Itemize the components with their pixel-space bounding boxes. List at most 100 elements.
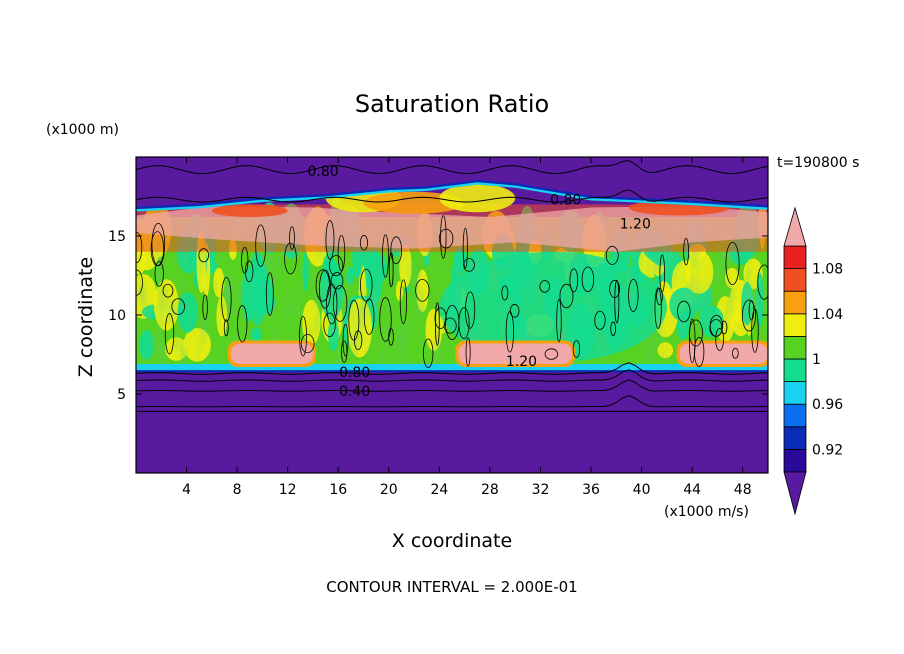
- x-axis-ticks: 4 8 12 16 20 24 28 32 36 40 44 48: [182, 157, 752, 498]
- x-unit-label: (x1000 m/s): [664, 504, 749, 520]
- contour-cell: [628, 278, 639, 312]
- contour-cell: [359, 268, 373, 302]
- contour-cell: [581, 266, 595, 293]
- contour-cell: [572, 340, 581, 358]
- contour-cell: [202, 294, 208, 320]
- x-tick-label: 28: [481, 482, 499, 498]
- contour-cell: [677, 300, 691, 323]
- colorbar-segment: [783, 335, 807, 360]
- contour-label: 0.80: [550, 193, 581, 209]
- contour-cell: [326, 283, 338, 325]
- contour-cell: [415, 278, 430, 302]
- contour-cell: [353, 330, 363, 351]
- contour-cell: [741, 299, 756, 332]
- contour-cell: [757, 264, 768, 300]
- field-lower-dry: [136, 370, 768, 473]
- contour-cell: [255, 224, 267, 267]
- contour-cell: [328, 255, 344, 277]
- contour-cell: [289, 226, 295, 250]
- contour-label: 0.40: [339, 384, 370, 400]
- colorbar-segment: [783, 426, 807, 450]
- contour-cell: [315, 269, 330, 302]
- contour-line-lower: [136, 395, 768, 408]
- contour-cell: [221, 277, 232, 322]
- contour-cell: [462, 227, 468, 269]
- field-lower-dry-edge: [136, 370, 768, 373]
- contour-cell: [348, 299, 360, 341]
- x-tick-label: 48: [734, 482, 752, 498]
- field-supersaturated-pocket: [230, 343, 313, 364]
- y-axis-label: Z coordinate: [75, 257, 97, 377]
- contour-cell: [609, 279, 621, 299]
- x-tick-label: 20: [380, 482, 398, 498]
- contour-cell: [198, 248, 209, 263]
- contour-cell: [539, 280, 551, 293]
- contour-cell: [359, 235, 369, 251]
- contour-cell: [154, 261, 164, 287]
- contour-cell: [435, 302, 440, 346]
- contour-cell: [445, 305, 460, 340]
- y-tick-label: 15: [108, 229, 126, 245]
- contour-cell: [605, 245, 619, 265]
- x-tick-label: 44: [683, 482, 701, 498]
- contour-line-lower: [136, 362, 768, 375]
- contour-lines: [136, 160, 768, 412]
- x-tick-label: 36: [582, 482, 600, 498]
- contour-cell: [501, 285, 509, 301]
- contour-cell: [544, 348, 559, 360]
- contour-cell: [164, 313, 175, 355]
- contour-label: 1.20: [506, 354, 537, 370]
- contour-cell: [715, 328, 724, 351]
- contour-cell: [559, 283, 574, 309]
- contour-label: 0.80: [339, 365, 370, 381]
- x-tick-label: 24: [430, 482, 448, 498]
- colorbar: 1.08 1.04 1 0.96 0.92: [783, 206, 843, 516]
- contour-cell: [465, 337, 471, 367]
- contour-cell: [162, 283, 174, 298]
- contour-labels: 0.80 0.80 1.20 1.20 0.80 0.40: [307, 164, 650, 400]
- chart-title: Saturation Ratio: [355, 90, 549, 118]
- colorbar-label: 0.92: [812, 442, 843, 458]
- contour-cell: [659, 254, 666, 293]
- colorbar-label: 1.08: [812, 262, 843, 278]
- contour-cell: [299, 315, 307, 357]
- x-tick-label: 4: [182, 482, 191, 498]
- contour-cell: [594, 310, 606, 330]
- contour-cell: [440, 215, 447, 259]
- colorbar-segment: [783, 403, 807, 428]
- contour-cell: [725, 241, 740, 286]
- field-supersaturated-pocket: [679, 343, 768, 364]
- colorbar-label: 1.04: [812, 307, 843, 323]
- contour-line-upper: [136, 189, 768, 203]
- colorbar-segment: [783, 358, 807, 383]
- contour-cell: [223, 319, 229, 337]
- field-lower-rim: [136, 363, 768, 371]
- contour-label: 0.80: [307, 164, 338, 180]
- colorbar-segment: [783, 268, 807, 292]
- contour-line-lower: [136, 379, 768, 392]
- contour-cell: [265, 272, 274, 316]
- contour-cell: [323, 312, 336, 338]
- contour-line-upper: [136, 160, 768, 175]
- x-tick-label: 16: [329, 482, 347, 498]
- y-unit-label: (x1000 m): [46, 122, 119, 138]
- contour-cell: [569, 268, 579, 293]
- colorbar-label: 0.96: [812, 397, 843, 413]
- contour-cell: [732, 347, 739, 359]
- contour-cell: [465, 291, 476, 329]
- field-upper-dry: [136, 157, 768, 207]
- colorbar-min-arrow: [783, 471, 807, 516]
- contour-cell: [654, 287, 662, 329]
- contour-cell: [241, 247, 249, 274]
- saturation-field: [136, 157, 768, 473]
- contour-interval-footer: CONTOUR INTERVAL = 2.000E-01: [326, 578, 577, 596]
- colorbar-segment: [783, 245, 807, 270]
- contour-cell: [379, 297, 392, 342]
- contour-cell: [399, 279, 407, 325]
- contour-cell: [610, 321, 616, 336]
- colorbar-segment: [783, 313, 807, 337]
- contour-cell: [721, 320, 728, 335]
- field-patch: [439, 183, 516, 213]
- x-axis-label: X coordinate: [392, 530, 512, 552]
- contour-cell: [319, 269, 332, 309]
